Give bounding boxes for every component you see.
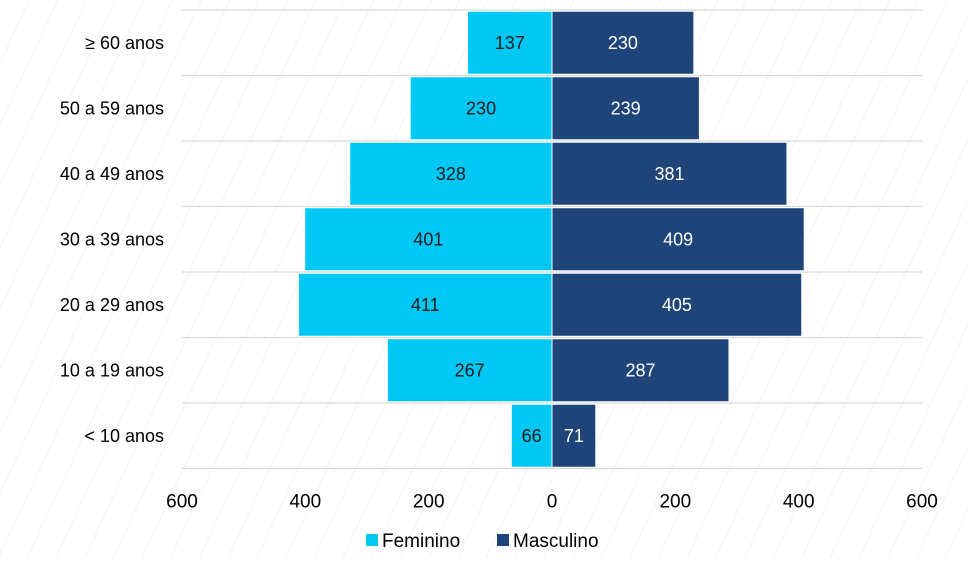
bar-masculino xyxy=(551,338,730,403)
data-label-masculino: 381 xyxy=(654,164,684,184)
gridlines xyxy=(182,9,922,470)
x-tick-label: 600 xyxy=(166,492,198,513)
data-label-masculino: 239 xyxy=(611,98,641,118)
data-label-feminino: 267 xyxy=(455,360,485,380)
bar-feminino xyxy=(349,141,553,206)
data-label-masculino: 405 xyxy=(662,295,692,315)
bar-feminino xyxy=(304,207,553,272)
data-label-masculino: 409 xyxy=(663,229,693,249)
data-label-feminino: 230 xyxy=(466,98,496,118)
bar-feminino xyxy=(510,403,553,468)
legend-label: Feminino xyxy=(382,531,460,552)
x-tick-label: 400 xyxy=(289,492,321,513)
data-label-feminino: 137 xyxy=(495,33,525,53)
x-tick-label: 200 xyxy=(413,492,445,513)
category-labels: ≥ 60 anos 50 a 59 anos 40 a 49 anos 30 a 39… xyxy=(60,33,164,446)
category-label: < 10 anos xyxy=(84,426,164,446)
x-tick-label: 600 xyxy=(906,492,938,513)
bar-feminino xyxy=(386,338,553,403)
category-label: 10 a 19 anos xyxy=(60,360,164,380)
bar-masculino xyxy=(551,141,788,206)
bar-masculino xyxy=(551,272,803,337)
category-label: 20 a 29 anos xyxy=(60,295,164,315)
data-label-masculino: 230 xyxy=(608,33,638,53)
bar-masculino xyxy=(551,76,700,141)
bar-masculino xyxy=(551,403,597,468)
category-label: ≥ 60 anos xyxy=(85,33,164,53)
x-tick-label: 0 xyxy=(547,492,558,513)
bar-masculino xyxy=(551,10,695,75)
legend-label: Masculino xyxy=(513,531,599,552)
data-label-feminino: 401 xyxy=(413,229,443,249)
data-labels: 137 230 230 239 328 381 401 409 411 405 267 287 66 71 xyxy=(411,33,693,446)
data-label-masculino: 287 xyxy=(625,360,655,380)
bar-masculino xyxy=(551,207,805,272)
legend-swatch xyxy=(497,534,509,546)
data-label-feminino: 66 xyxy=(522,426,542,446)
legend: Feminino Masculino xyxy=(366,531,599,552)
data-label-feminino: 328 xyxy=(436,164,466,184)
bar-feminino xyxy=(298,272,553,337)
legend-swatch xyxy=(366,534,378,546)
bars xyxy=(298,10,805,468)
category-label: 40 a 49 anos xyxy=(60,164,164,184)
x-tick-label: 200 xyxy=(659,492,691,513)
category-label: 30 a 39 anos xyxy=(60,229,164,249)
category-label: 50 a 59 anos xyxy=(60,98,164,118)
data-label-masculino: 71 xyxy=(564,426,584,446)
x-axis-ticks: 600 400 200 0 200 400 600 xyxy=(166,492,938,513)
x-tick-label: 400 xyxy=(783,492,815,513)
bar-feminino xyxy=(467,10,553,75)
data-label-feminino: 411 xyxy=(411,295,440,315)
bar-feminino xyxy=(409,76,553,141)
